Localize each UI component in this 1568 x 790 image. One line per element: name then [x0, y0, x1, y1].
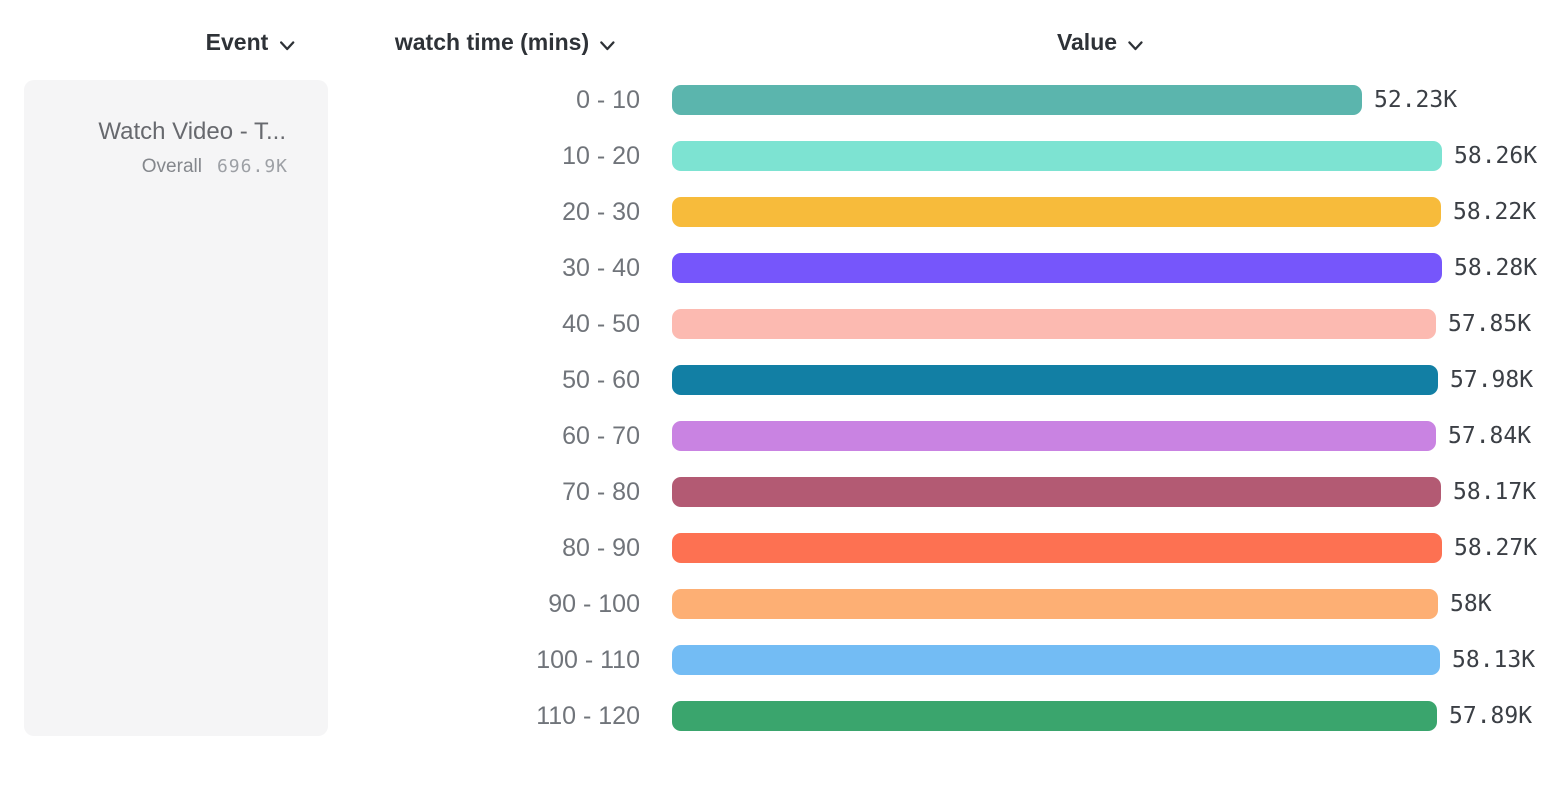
category-label: 20 - 30 [562, 198, 640, 226]
value-label: 58.13K [1452, 647, 1536, 673]
category-label: 60 - 70 [562, 422, 640, 450]
value-label: 52.23K [1374, 87, 1458, 113]
bar[interactable] [672, 645, 1440, 675]
column-header-value-label: Value [1056, 28, 1118, 55]
column-header-breakdown-label: watch time (mins) [394, 28, 590, 55]
category-label: 80 - 90 [562, 534, 640, 562]
overall-value: 696.9K [216, 156, 288, 177]
value-label: 58.28K [1454, 255, 1538, 281]
bar-row: 10 - 20 58.26K [0, 141, 1568, 171]
bar[interactable] [672, 701, 1437, 731]
bar[interactable] [672, 141, 1442, 171]
bar[interactable] [672, 421, 1436, 451]
bar-row: 80 - 90 58.27K [0, 533, 1568, 563]
category-label: 30 - 40 [562, 254, 640, 282]
bar-row: 0 - 10 52.23K [0, 85, 1568, 115]
value-label: 58.26K [1454, 143, 1538, 169]
bar[interactable] [672, 589, 1438, 619]
category-label: 90 - 100 [548, 590, 640, 618]
value-label: 58.22K [1453, 199, 1537, 225]
column-header-event-label: Event [205, 28, 269, 55]
category-label: 100 - 110 [536, 646, 640, 674]
event-legend-card: Watch Video - T... Overall 696.9K [24, 80, 328, 736]
bar-chart-rows: 0 - 10 52.23K 10 - 20 58.26K 20 - 30 58.22K 30… [0, 85, 1568, 760]
column-header-value[interactable]: Value [1057, 27, 1143, 57]
bar-row: 20 - 30 58.22K [0, 197, 1568, 227]
chevron-down-icon [600, 30, 615, 57]
category-label: 10 - 20 [562, 142, 640, 170]
bar[interactable] [672, 477, 1441, 507]
bar-row: 110 - 120 57.89K [0, 701, 1568, 731]
value-label: 57.89K [1449, 703, 1533, 729]
bar[interactable] [672, 365, 1438, 395]
column-header-breakdown[interactable]: watch time (mins) [395, 27, 615, 57]
category-label: 50 - 60 [562, 366, 640, 394]
value-label: 58K [1450, 591, 1492, 617]
bar[interactable] [672, 197, 1441, 227]
bar-row: 70 - 80 58.17K [0, 477, 1568, 507]
category-label: 40 - 50 [562, 310, 640, 338]
category-label: 110 - 120 [536, 702, 640, 730]
chevron-down-icon [1128, 30, 1143, 57]
bar-row: 40 - 50 57.85K [0, 309, 1568, 339]
value-label: 58.27K [1454, 535, 1538, 561]
event-title[interactable]: Watch Video - T... [98, 118, 286, 145]
bar-row: 100 - 110 58.13K [0, 645, 1568, 675]
value-label: 57.98K [1450, 367, 1534, 393]
value-label: 57.84K [1448, 423, 1532, 449]
bar[interactable] [672, 253, 1442, 283]
bar[interactable] [672, 533, 1442, 563]
overall-label: Overall [141, 156, 202, 177]
bar-row: 30 - 40 58.28K [0, 253, 1568, 283]
bar[interactable] [672, 85, 1362, 115]
bar[interactable] [672, 309, 1436, 339]
category-label: 70 - 80 [562, 478, 640, 506]
value-label: 58.17K [1453, 479, 1537, 505]
bar-row: 50 - 60 57.98K [0, 365, 1568, 395]
column-header-event[interactable]: Event [206, 27, 295, 57]
bar-row: 90 - 100 58K [0, 589, 1568, 619]
category-label: 0 - 10 [576, 86, 640, 114]
event-overall-row: Overall 696.9K [142, 156, 288, 178]
bar-row: 60 - 70 57.84K [0, 421, 1568, 451]
value-label: 57.85K [1448, 311, 1532, 337]
chevron-down-icon [279, 30, 294, 57]
